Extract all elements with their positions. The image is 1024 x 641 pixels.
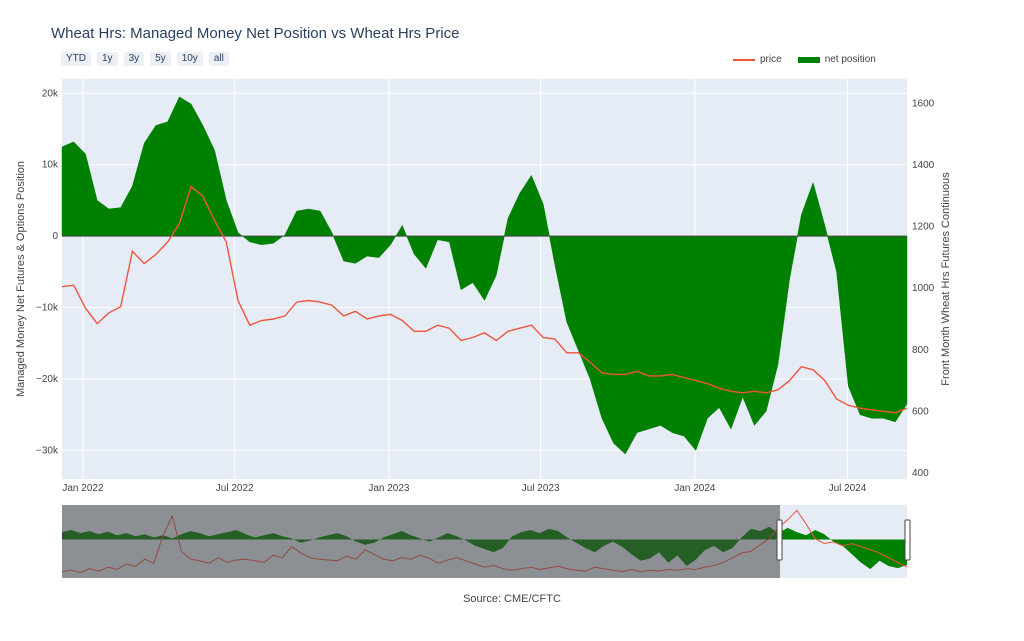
x-tick-label: Jan 2022 [62, 483, 104, 494]
range-slider-mask [62, 505, 780, 578]
legend-item-net-position[interactable]: net position [797, 54, 876, 65]
range-slider[interactable] [61, 505, 911, 578]
x-tick-label: Jan 2024 [674, 483, 716, 494]
left-tick-label: 20k [42, 88, 59, 99]
left-tick-label: 0 [52, 231, 58, 242]
legend-label-price: price [760, 54, 782, 65]
range-button-5y[interactable]: 5y [150, 52, 171, 66]
net-position-area[interactable] [61, 96, 908, 455]
left-tick-label: 10k [42, 160, 59, 171]
legend: price net position [733, 54, 892, 65]
right-tick-label: 600 [912, 406, 929, 417]
x-tick-label: Jul 2023 [522, 483, 560, 494]
price-line[interactable] [61, 185, 908, 414]
range-slider-handle-right[interactable] [904, 519, 911, 561]
range-button-ytd[interactable]: YTD [61, 52, 91, 66]
x-tick-label: Jul 2024 [829, 483, 867, 494]
right-tick-label: 1600 [912, 99, 935, 110]
range-button-1y[interactable]: 1y [97, 52, 118, 66]
source-caption: Source: CME/CFTC [463, 593, 561, 605]
range-selector: YTD 1y 3y 5y 10y all [61, 52, 229, 66]
legend-label-net-position: net position [824, 54, 876, 65]
left-tick-label: −10k [36, 303, 59, 314]
right-tick-label: 800 [912, 345, 929, 356]
right-tick-label: 1000 [912, 283, 935, 294]
right-tick-label: 1400 [912, 160, 935, 171]
right-axis-label: Front Month Wheat Hrs Futures Continuous [940, 172, 952, 386]
range-slider-handle-left[interactable] [776, 519, 783, 561]
left-axis-ticks: 20k 10k 0 −10k −20k −30k [36, 88, 59, 456]
range-button-3y[interactable]: 3y [123, 52, 145, 66]
left-tick-label: −30k [36, 445, 59, 456]
chart-title: Wheat Hrs: Managed Money Net Position vs… [51, 25, 460, 42]
right-tick-label: 1200 [912, 222, 935, 233]
x-axis-ticks: Jan 2022 Jul 2022 Jan 2023 Jul 2023 Jan 2024… [62, 483, 866, 494]
range-button-10y[interactable]: 10y [176, 52, 203, 66]
right-tick-label: 400 [912, 468, 929, 479]
left-axis-label: Managed Money Net Futures & Options Posi… [15, 161, 27, 397]
legend-swatch-price [733, 58, 755, 61]
x-tick-label: Jul 2022 [216, 483, 254, 494]
range-button-all[interactable]: all [208, 52, 229, 66]
legend-item-price[interactable]: price [733, 54, 782, 65]
left-tick-label: −20k [36, 374, 59, 385]
legend-swatch-net-position [797, 56, 820, 63]
x-tick-label: Jan 2023 [368, 483, 410, 494]
right-axis-ticks: 1600 1400 1200 1000 800 600 400 [912, 99, 935, 479]
